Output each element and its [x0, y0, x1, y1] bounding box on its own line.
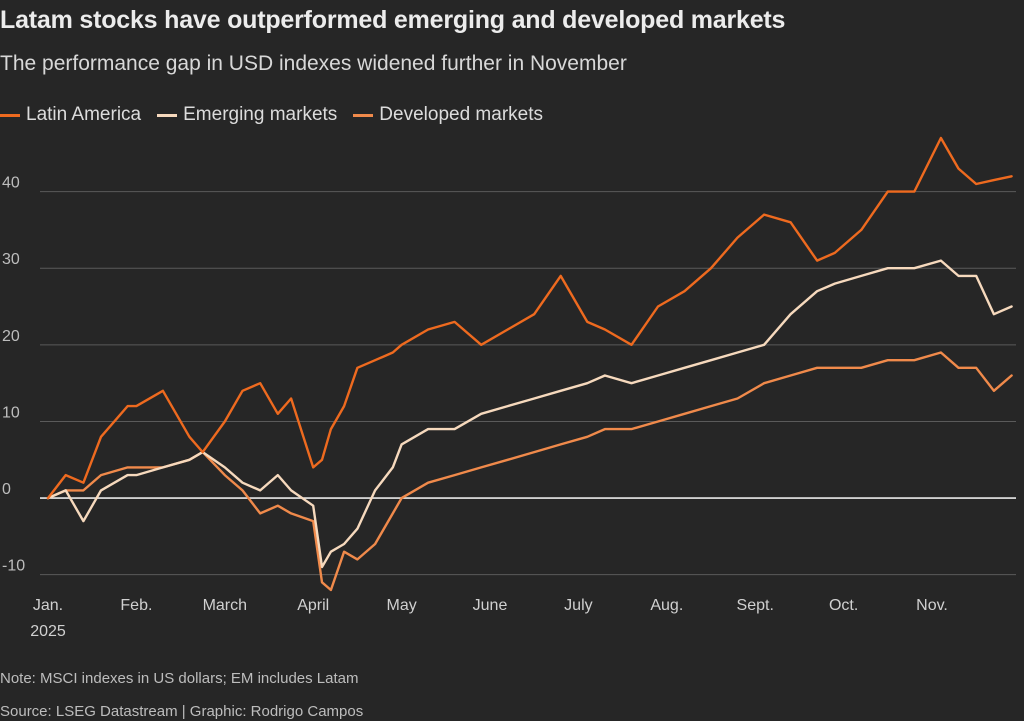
legend-label-emerging-markets: Emerging markets [183, 104, 338, 125]
y-tick-label: 20 [2, 328, 20, 345]
legend: Latin America Emerging markets Developed… [0, 104, 559, 126]
legend-item-developed-markets: Developed markets [353, 104, 543, 126]
x-tick-label: March [203, 597, 247, 614]
x-tick-label: Sept. [737, 597, 774, 614]
chart-source: Source: LSEG Datastream | Graphic: Rodri… [0, 703, 364, 720]
chart-note: Note: MSCI indexes in US dollars; EM inc… [0, 670, 359, 687]
legend-item-latin-america: Latin America [0, 104, 141, 126]
legend-item-emerging-markets: Emerging markets [157, 104, 337, 126]
y-tick-label: 30 [2, 251, 20, 268]
x-tick-label: June [473, 597, 508, 614]
x-tick-label: Jan. [33, 597, 63, 614]
x-tick-label: May [386, 597, 416, 614]
legend-swatch-developed-markets [353, 113, 374, 117]
y-tick-label: 10 [2, 404, 20, 421]
series-line-emerging-markets [46, 259, 1013, 569]
x-tick-label: July [564, 597, 592, 614]
line-chart: -10 0 10 20 30 40 Jan. Feb. March April May June Jul… [2, 136, 1016, 640]
x-sublabel-year: 2025 [30, 623, 66, 640]
legend-label-developed-markets: Developed markets [379, 104, 543, 125]
series-line-latin-america [46, 136, 1013, 500]
y-tick-label: 40 [2, 175, 20, 192]
x-tick-label: Feb. [120, 597, 152, 614]
x-tick-label: Oct. [829, 597, 858, 614]
chart-subtitle: The performance gap in USD indexes widen… [0, 52, 627, 75]
legend-swatch-latin-america [0, 113, 20, 117]
legend-swatch-emerging-markets [157, 113, 178, 117]
y-tick-label: -10 [2, 558, 25, 575]
chart-title: Latam stocks have outperformed emerging … [0, 6, 786, 34]
y-tick-label: 0 [2, 481, 11, 498]
x-tick-label: Aug. [650, 597, 683, 614]
x-tick-label: April [297, 597, 329, 614]
legend-label-latin-america: Latin America [26, 104, 142, 125]
x-tick-label: Nov. [916, 597, 948, 614]
series-line-developed-markets [46, 351, 1013, 592]
